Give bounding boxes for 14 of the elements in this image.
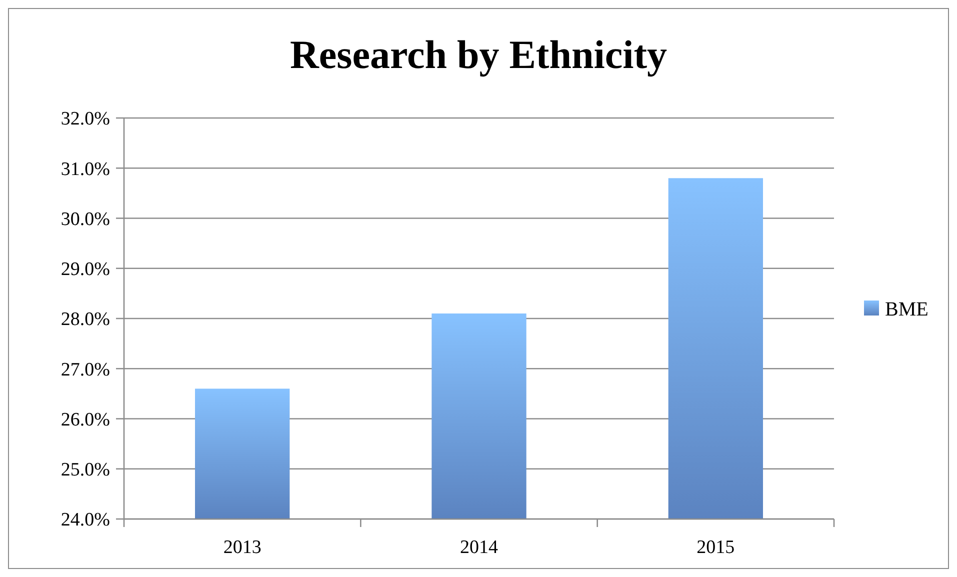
- x-tick-label: 2013: [223, 537, 262, 558]
- x-tick-label: 2015: [696, 537, 735, 558]
- y-tick-label: 26.0%: [60, 409, 110, 430]
- y-tick-label: 31.0%: [60, 158, 110, 180]
- y-tick-label: 28.0%: [60, 309, 110, 330]
- y-tick-label: 30.0%: [60, 208, 110, 230]
- chart-title: Research by Ethnicity: [290, 32, 668, 77]
- y-tick-label: 29.0%: [60, 259, 110, 280]
- y-tick-label: 27.0%: [60, 359, 110, 380]
- x-tick-label: 2014: [460, 537, 498, 558]
- y-tick-label: 32.0%: [60, 108, 110, 130]
- y-tick-label: 24.0%: [60, 510, 110, 531]
- legend-label: BME: [885, 298, 928, 320]
- y-tick-label: 25.0%: [60, 460, 110, 481]
